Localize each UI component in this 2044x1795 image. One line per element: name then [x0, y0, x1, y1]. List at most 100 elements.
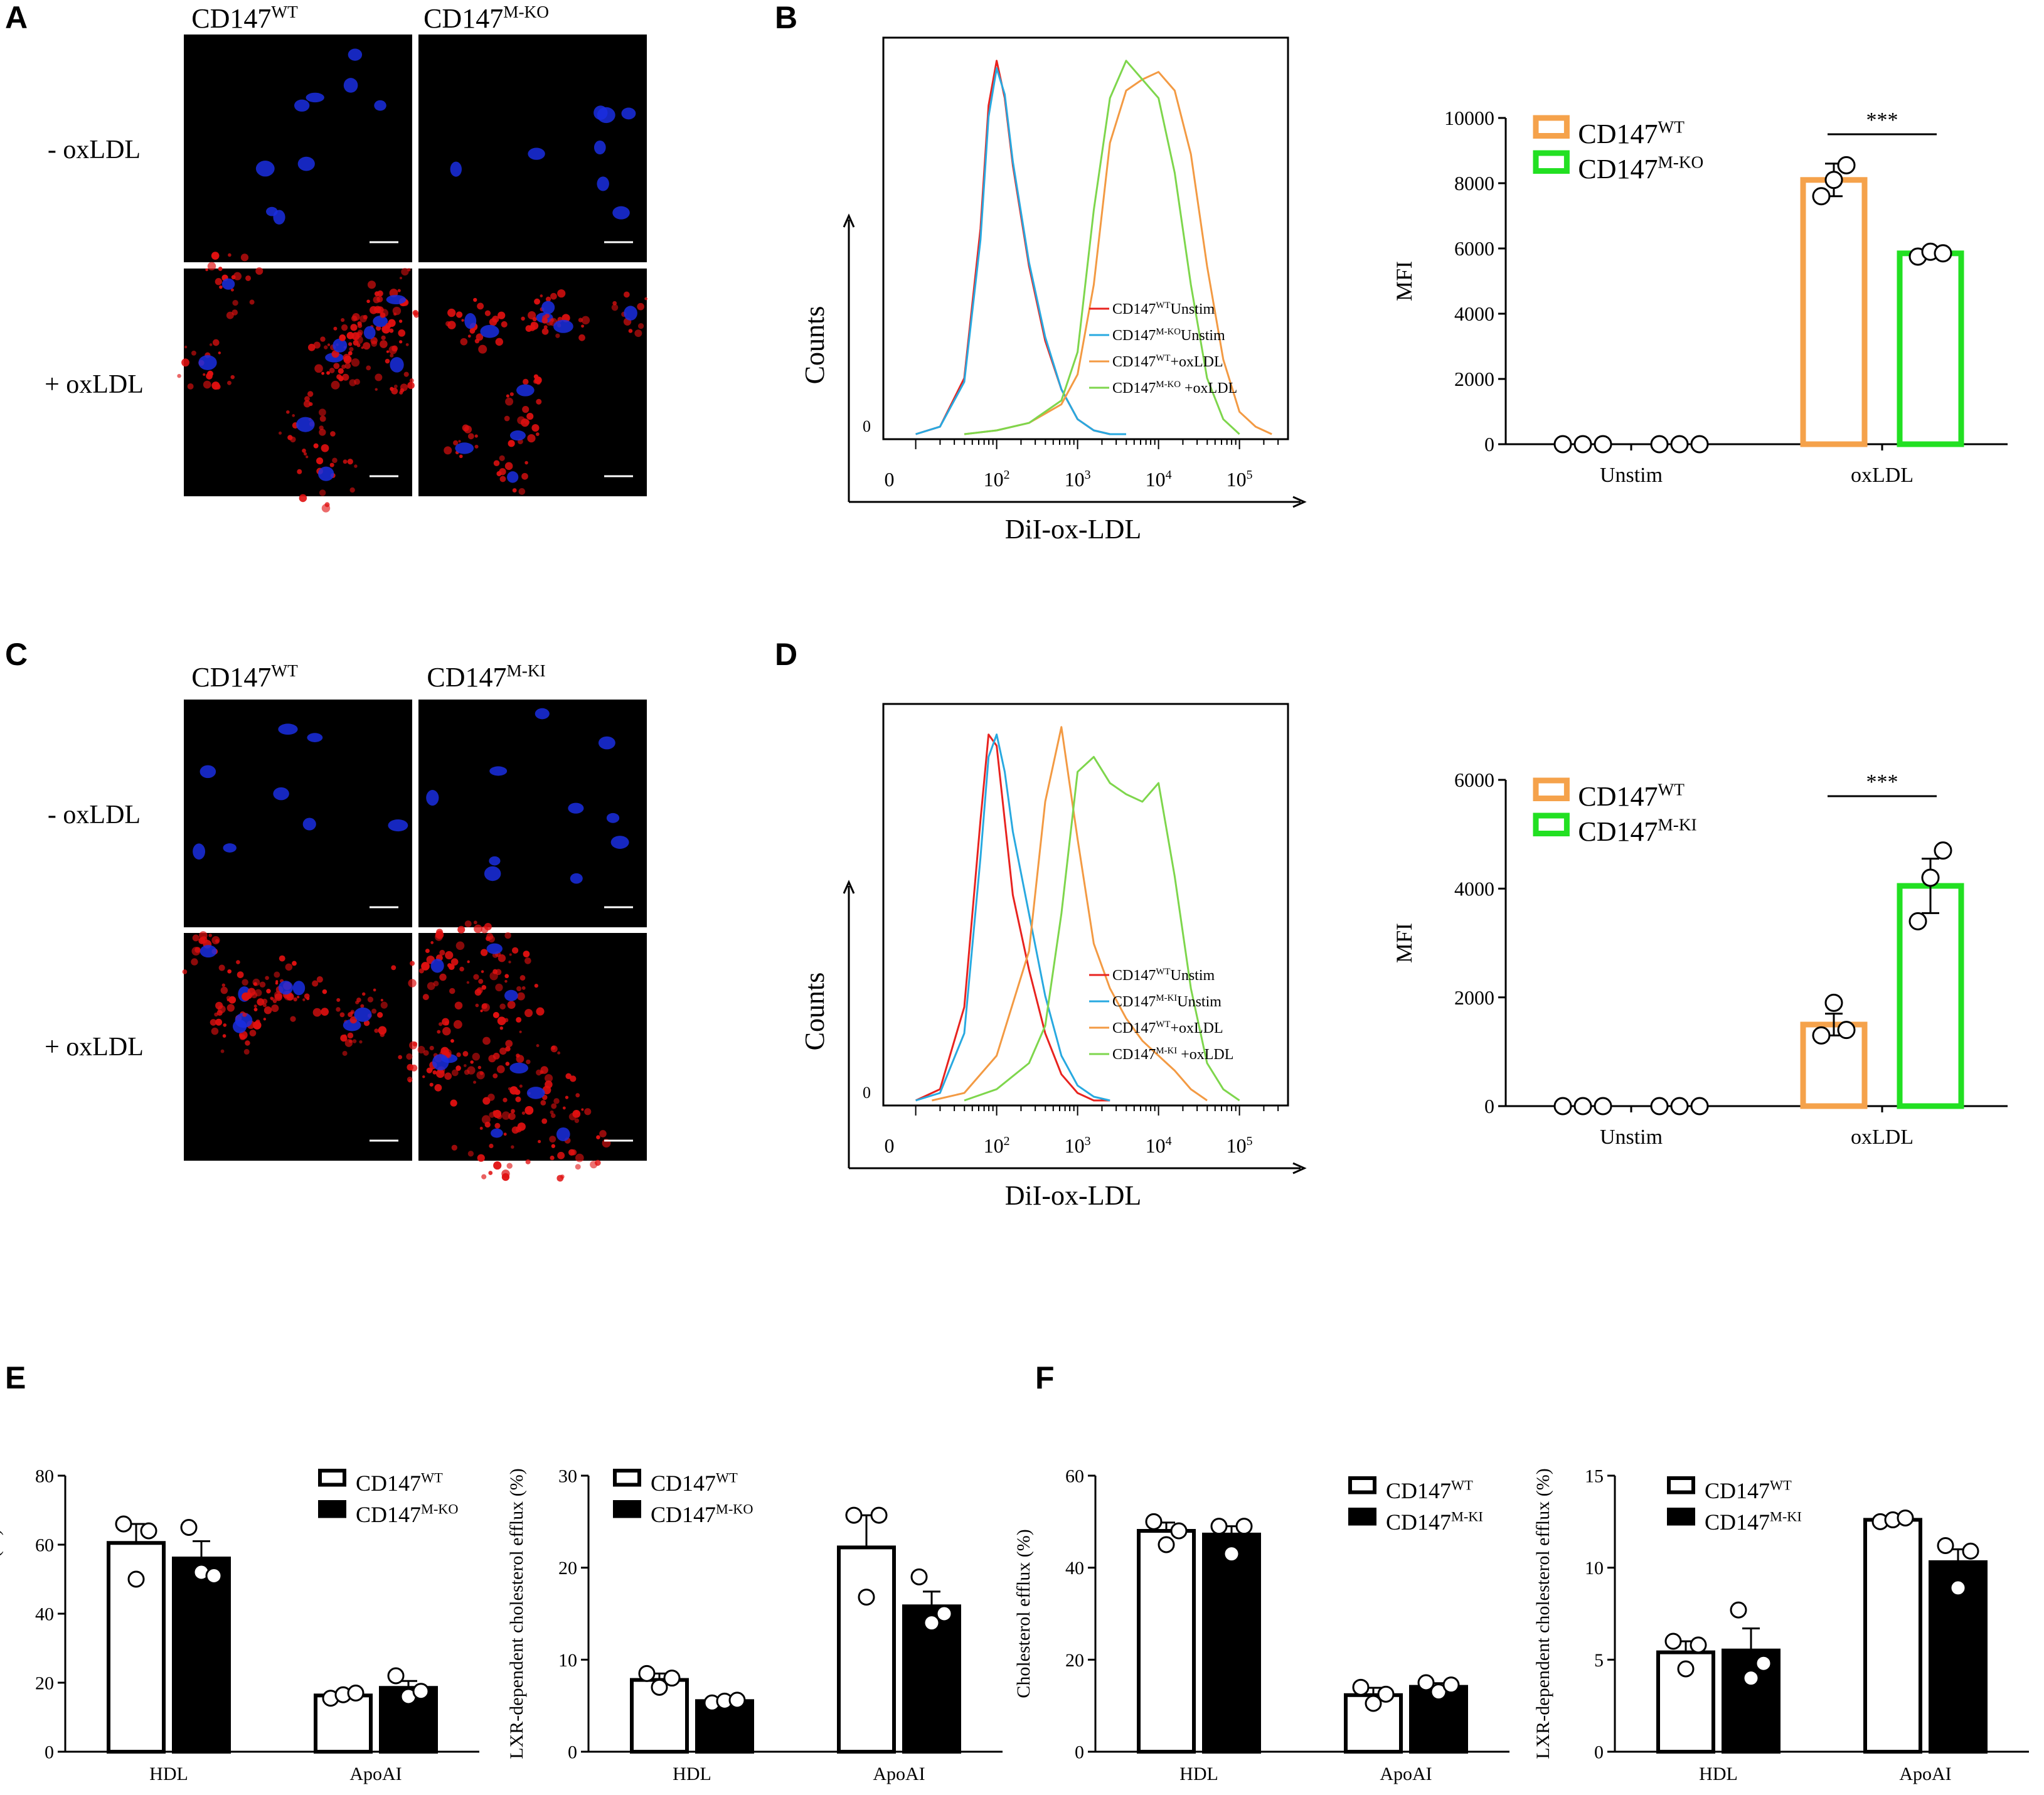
legend-swatch — [1348, 1508, 1376, 1526]
lipid-droplet — [271, 1004, 279, 1013]
lipid-droplet — [354, 464, 358, 468]
lipid-droplet — [215, 278, 222, 285]
lipid-droplet — [307, 343, 316, 351]
lipid-droplet — [536, 1007, 545, 1016]
nucleus — [426, 790, 439, 806]
lipid-droplet — [363, 342, 371, 350]
data-point — [858, 1589, 875, 1606]
lipid-droplet — [553, 1098, 560, 1104]
lipid-droplet — [519, 1030, 522, 1033]
nucleus — [594, 140, 606, 155]
lipid-droplet — [511, 947, 519, 954]
lipid-droplet — [496, 1065, 505, 1073]
data-point — [1742, 1670, 1760, 1687]
lipid-droplet — [574, 1118, 580, 1123]
lipid-droplet — [220, 1049, 225, 1053]
lipid-droplet — [450, 1099, 457, 1107]
lipid-droplet — [409, 1041, 418, 1050]
x-category-label: ApoAI — [349, 1764, 402, 1784]
lipid-droplet — [504, 974, 509, 979]
y-tick-label: 0 — [45, 1742, 54, 1763]
y-tick-label: 15 — [1585, 1466, 1604, 1487]
lipid-droplet — [319, 415, 326, 422]
x-category-label: Unstim — [1600, 1126, 1663, 1149]
bar-chart-F-right: 0 5 10 15 LXR-dependent cholesterol efflux (… — [1533, 1466, 2029, 1784]
data-point — [1158, 1536, 1175, 1553]
lipid-droplet — [319, 425, 324, 430]
lipid-droplet — [274, 971, 280, 978]
lipid-droplet — [210, 1019, 217, 1026]
lipid-droplet — [177, 373, 181, 378]
data-point — [923, 1614, 940, 1632]
nucleus — [354, 1007, 372, 1022]
lipid-droplet — [423, 1050, 429, 1056]
lipid-droplet — [447, 308, 456, 317]
lipid-droplet — [316, 457, 324, 465]
lipid-droplet — [581, 1108, 584, 1111]
lipid-droplet — [285, 963, 293, 971]
lipid-droplet — [331, 380, 340, 390]
lipid-droplet — [338, 368, 344, 374]
significance-label: *** — [1866, 770, 1898, 794]
data-point — [127, 1570, 145, 1588]
lipid-droplet — [503, 1132, 507, 1136]
lipid-droplet — [482, 1097, 491, 1105]
series-line — [964, 60, 1240, 435]
series-line — [915, 733, 1110, 1102]
lipid-droplet — [460, 338, 468, 346]
lipid-droplet — [218, 267, 223, 271]
lipid-droplet — [499, 455, 505, 461]
lipid-droplet — [192, 934, 200, 942]
y-axis-label: Counts — [799, 972, 830, 1051]
legend-label: CD147WT — [1578, 780, 1685, 812]
bar — [1202, 1532, 1261, 1754]
x-tick-label: 104 — [1146, 1134, 1172, 1157]
lipid-droplet — [390, 353, 394, 358]
lipid-droplet — [380, 312, 386, 318]
micrograph-wt-oxldl — [177, 252, 432, 513]
y-tick-label: 0 — [1075, 1742, 1084, 1763]
bar — [1897, 883, 1964, 1109]
y-tick-label: 4000 — [1454, 878, 1494, 900]
lipid-droplet — [504, 462, 513, 471]
legend-swatch — [613, 1500, 641, 1518]
legend-label: CD147M-KI — [1386, 1508, 1483, 1535]
lipid-droplet — [425, 949, 430, 954]
lipid-droplet — [320, 336, 326, 342]
nucleus — [484, 866, 501, 882]
lipid-droplet — [526, 1059, 531, 1065]
nucleus — [491, 1128, 503, 1138]
y-zero-label: 0 — [863, 417, 871, 435]
nucleus — [232, 1020, 247, 1033]
data-point — [1170, 1522, 1188, 1540]
lipid-droplet — [481, 1174, 487, 1180]
lipid-droplet — [492, 1011, 499, 1018]
legend-swatch — [1667, 1476, 1695, 1494]
lipid-droplet — [479, 1126, 483, 1130]
data-point — [1908, 912, 1927, 930]
lipid-droplet — [386, 350, 389, 353]
lipid-droplet — [376, 296, 383, 303]
lipid-droplet — [555, 333, 560, 338]
x-axis-arrow — [1292, 496, 1307, 508]
lipid-droplet — [522, 405, 530, 413]
x-category-label: oxLDL — [1851, 1126, 1914, 1149]
nucleus — [486, 943, 503, 954]
lipid-droplet — [349, 379, 356, 386]
data-point — [205, 1567, 223, 1584]
lipid-droplet — [516, 1016, 522, 1023]
data-point — [1430, 1683, 1447, 1701]
micrograph-background — [184, 933, 412, 1161]
lipid-droplet — [228, 996, 237, 1004]
micrograph-mko-unstim — [418, 35, 647, 262]
lipid-droplet — [211, 936, 220, 945]
lipid-droplet — [481, 985, 487, 990]
lipid-droplet — [478, 979, 484, 984]
lipid-droplet — [220, 986, 228, 994]
lipid-droplet — [362, 992, 366, 996]
lipid-droplet — [407, 1077, 413, 1082]
lipid-droplet — [401, 267, 409, 276]
lipid-droplet — [374, 291, 380, 297]
lipid-droplet — [407, 268, 411, 272]
lipid-droplet — [497, 1016, 506, 1026]
